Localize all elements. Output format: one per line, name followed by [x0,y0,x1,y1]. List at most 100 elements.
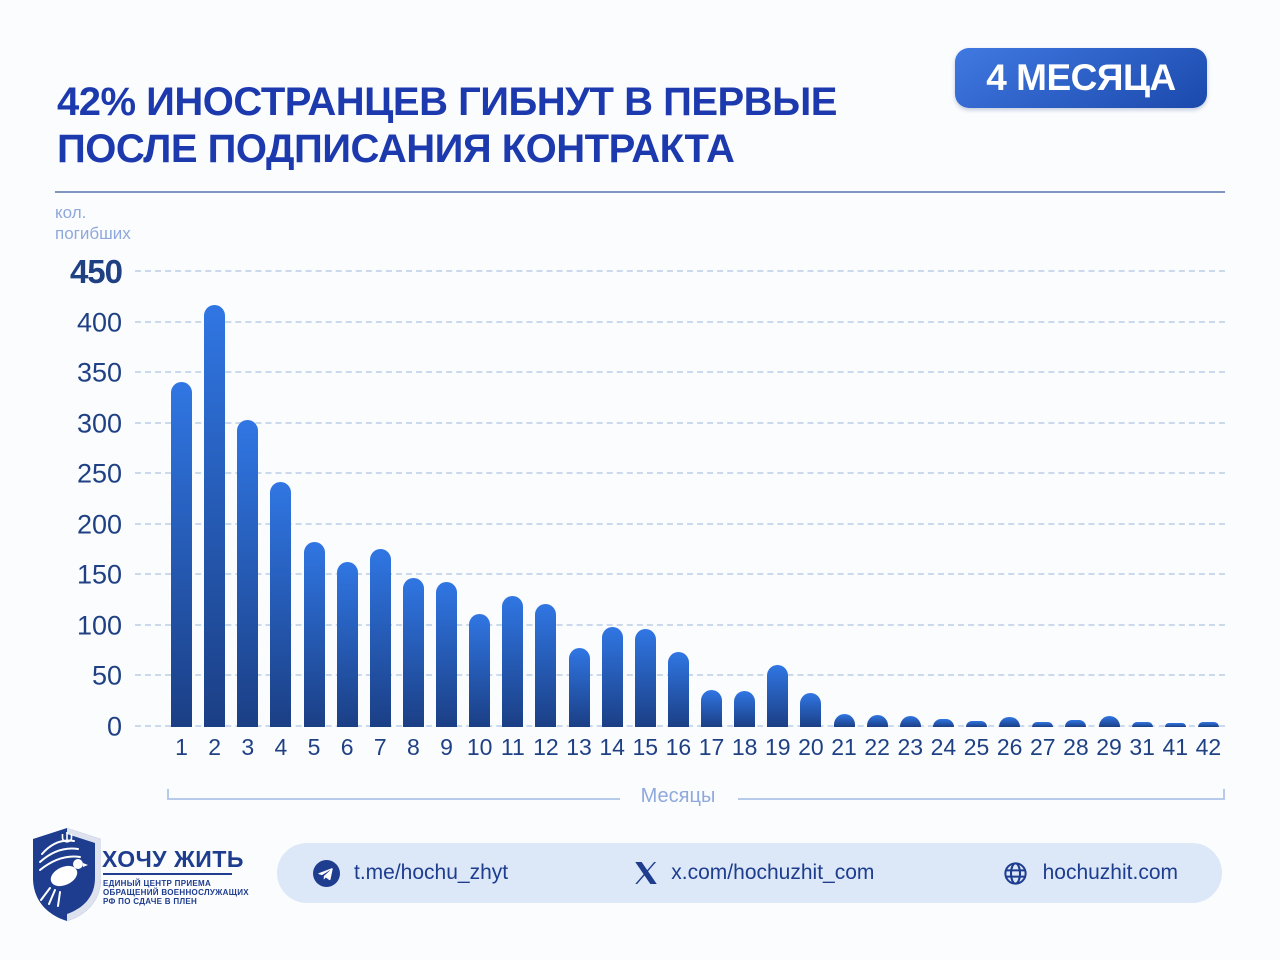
shield-dove-icon [33,828,101,921]
bar-month-8 [402,578,424,727]
bar-column [794,272,827,727]
bar-month-17 [701,689,723,727]
bar-column [563,272,596,727]
bar-column [728,272,761,727]
bar-month-27 [1032,721,1054,727]
bar-month-25 [966,720,988,727]
divider-line [55,191,1225,193]
x-axis-bracket-left [167,789,620,800]
bar-month-21 [833,713,855,727]
x-tick-label-10: 10 [466,734,493,760]
y-tick-label-150: 150 [76,559,122,590]
x-tick-label-29: 29 [1096,734,1122,760]
x-tick-label-42: 42 [1195,734,1222,760]
bar-column [894,272,927,727]
y-tick-label-450: 450 [69,253,123,290]
x-tick-label-25: 25 [963,734,990,760]
gridline-250 [135,472,1225,475]
bar-column [629,272,662,727]
x-link[interactable]: x.com/hochuzhit_com [635,861,874,885]
website-link[interactable]: hochuzhit.com [1002,860,1178,887]
bar-column [1093,272,1126,727]
page-title: 42% ИНОСТРАНЦЕВ ГИБНУТ В ПЕРВЫЕ ПОСЛЕ ПО… [57,79,957,173]
gridline-300 [135,421,1225,424]
y-tick-label-300: 300 [76,408,122,439]
bar-column [927,272,960,727]
x-axis-bracket-right [738,789,1225,800]
bar-month-28 [1065,719,1087,727]
bar-column [1192,272,1225,727]
bar-month-14 [601,626,623,727]
gridline-150 [135,573,1225,576]
bar-column [1126,272,1159,727]
x-tick-label-20: 20 [798,734,824,760]
y-tick-label-0: 0 [106,711,122,742]
bar-column [828,272,861,727]
website-link-text: hochuzhit.com [1042,861,1178,884]
bar-column [695,272,728,727]
y-axis-ticks: 0 50 100 150 200 250 300 350 400 450 [40,253,123,742]
telegram-link[interactable]: t.me/hochu_zhyt [313,859,509,887]
bar-month-41 [1164,722,1186,727]
x-tick-label-17: 17 [698,734,725,760]
telegram-link-text: t.me/hochu_zhyt [354,861,509,884]
bar-column [198,272,231,727]
bar-month-12 [535,603,557,727]
title-line-2: ПОСЛЕ ПОДПИСАНИЯ КОНТРАКТА [57,126,735,171]
bar-month-6 [336,562,358,727]
x-axis-ticks: 1 2 3 4 5 6 7 8 9 10 11 12 13 14 15 16 17 18 19 20 21 22 23 24 2… [165,734,1225,761]
x-tick-label-26: 26 [996,734,1023,760]
bar-month-13 [568,648,590,727]
hochu-zhyt-logo [30,826,104,928]
x-axis-title: Месяцы [640,785,716,807]
bar-column [264,272,297,727]
x-tick-label-27: 27 [1030,734,1056,760]
gridline-400 [135,320,1225,323]
x-tick-label-22: 22 [864,734,890,760]
bar-column [1026,272,1059,727]
x-tick-label-28: 28 [1063,734,1089,760]
bar-column [298,272,331,727]
bar-month-31 [1131,721,1153,727]
x-tick-label-5: 5 [307,734,321,760]
x-tick-label-3: 3 [241,734,255,760]
y-tick-label-250: 250 [76,458,122,489]
y-tick-label-50: 50 [91,660,122,691]
x-tick-label-14: 14 [599,734,625,760]
bar-column [529,272,562,727]
y-axis-title: кол. погибших [55,203,131,243]
x-tick-label-31: 31 [1129,734,1155,760]
bar-column [960,272,993,727]
contact-links-bar: t.me/hochu_zhyt x.com/hochuzhit_com hoch… [277,843,1222,903]
y-tick-label-400: 400 [76,307,122,338]
bar-column [364,272,397,727]
x-tick-label-21: 21 [831,734,857,760]
bar-column [331,272,364,727]
bar-month-16 [667,652,689,727]
x-tick-label-18: 18 [731,734,758,760]
gridline-100 [135,623,1225,626]
bar-month-10 [469,613,491,727]
bar-month-2 [204,305,226,727]
y-tick-label-350: 350 [76,357,122,388]
y-tick-label-100: 100 [76,610,122,641]
telegram-icon [313,859,340,887]
bar-month-4 [270,482,292,727]
bar-column [496,272,529,727]
bar-month-18 [734,690,756,727]
bar-month-42 [1197,721,1219,727]
bar-column [165,272,198,727]
y-tick-label-200: 200 [76,509,122,540]
gridline-200 [135,522,1225,525]
bar-month-5 [303,541,325,727]
globe-icon [1003,861,1027,885]
brand-subtitle: ЕДИНЫЙ ЦЕНТР ПРИЕМА ОБРАЩЕНИЙ ВОЕННОСЛУЖ… [103,879,249,906]
x-tick-label-41: 41 [1162,734,1189,760]
bar-month-7 [369,549,391,727]
bar-month-29 [1098,715,1120,727]
title-line-1: 42% ИНОСТРАНЦЕВ ГИБНУТ В ПЕРВЫЕ [57,79,837,124]
bars-container [165,272,1225,727]
bar-column [463,272,496,727]
x-tick-label-19: 19 [765,734,791,760]
